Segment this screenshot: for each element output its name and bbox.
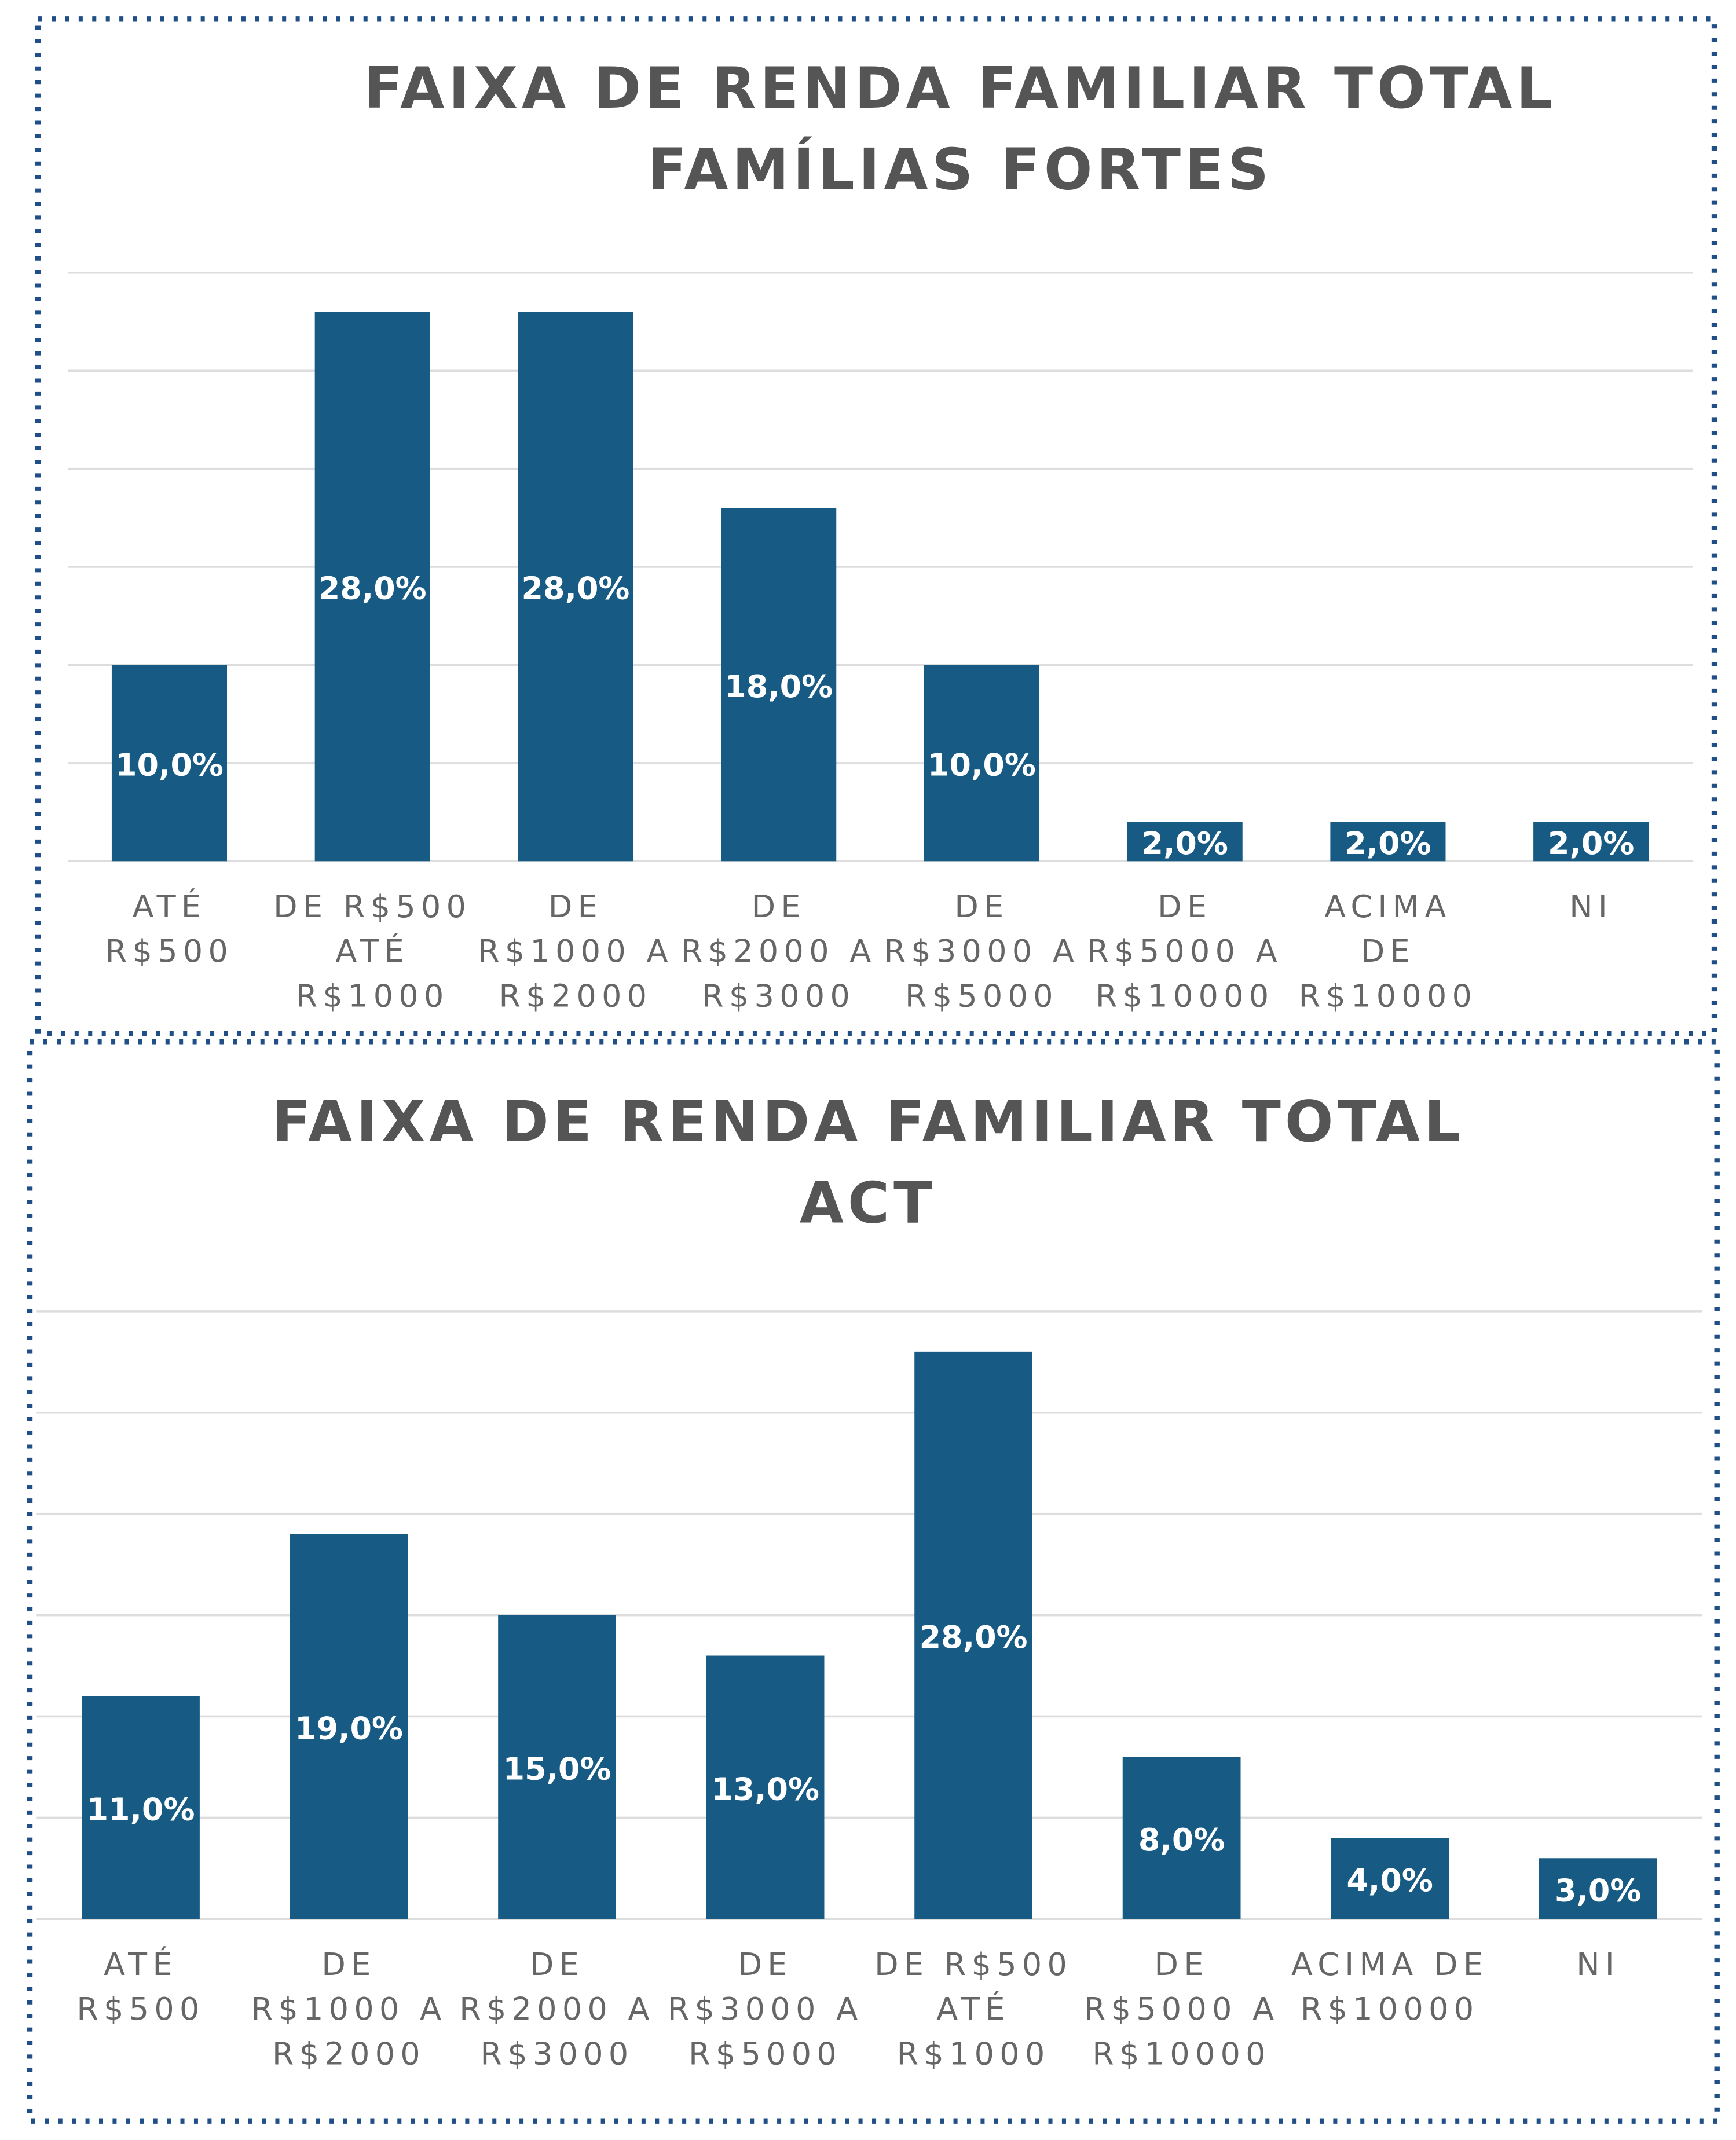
- bar: [1122, 1757, 1241, 1919]
- x-tick-label: DE: [738, 1946, 792, 1983]
- chart-title: FAIXA DE RENDA FAMILIAR TOTAL: [272, 1089, 1464, 1155]
- x-tick-label: DE: [1155, 1946, 1209, 1983]
- x-tick-label: DE: [954, 888, 1009, 925]
- x-tick-label: ACIMA: [1324, 888, 1452, 925]
- x-tick-label: R$10000: [1299, 978, 1478, 1014]
- x-tick-label: ATÉ: [104, 1946, 178, 1983]
- x-tick-label: R$10000: [1096, 978, 1274, 1014]
- chart-title: FAIXA DE RENDA FAMILIAR TOTAL: [364, 56, 1556, 122]
- panel-frame: [35, 16, 1717, 1036]
- bar: [1539, 1858, 1657, 1919]
- bar: [498, 1615, 616, 1919]
- x-tick-label: R$5000: [688, 2035, 842, 2072]
- x-tick-label: R$3000: [702, 978, 855, 1014]
- data-label: 13,0%: [711, 1771, 819, 1808]
- x-tick-label: R$500: [76, 1991, 204, 2027]
- bar: [721, 508, 837, 862]
- bar: [706, 1655, 825, 1919]
- data-label: 28,0%: [920, 1619, 1028, 1655]
- x-tick-label: NI: [1569, 888, 1613, 925]
- x-tick-label: DE: [752, 888, 806, 925]
- bar: [111, 665, 228, 862]
- x-tick-label: DE: [548, 888, 603, 925]
- x-tick-label: R$1000: [296, 978, 449, 1014]
- bar: [1330, 822, 1446, 862]
- data-label: 11,0%: [87, 1791, 195, 1828]
- x-tick-label: R$5000: [905, 978, 1059, 1014]
- x-tick-label: R$1000 A: [478, 933, 673, 969]
- x-tick-label: DE: [1361, 933, 1415, 969]
- x-tick-label: R$2000 A: [681, 933, 877, 969]
- data-label: 2,0%: [1345, 825, 1431, 862]
- data-label: 19,0%: [295, 1710, 403, 1747]
- x-tick-label: R$3000 A: [884, 933, 1080, 969]
- x-tick-label: ATÉ: [936, 1991, 1010, 2027]
- data-label: 4,0%: [1346, 1862, 1433, 1899]
- data-label: 2,0%: [1141, 825, 1228, 862]
- x-tick-label: R$10000: [1092, 2035, 1271, 2072]
- data-label: 2,0%: [1548, 825, 1634, 862]
- chart-subtitle: FAMÍLIAS FORTES: [647, 137, 1273, 203]
- chart-subtitle: ACT: [800, 1170, 936, 1236]
- data-label: 3,0%: [1555, 1872, 1641, 1908]
- data-label: 28,0%: [522, 570, 630, 607]
- x-tick-label: R$2000 A: [459, 1991, 655, 2027]
- x-tick-label: R$1000 A: [251, 1991, 447, 2027]
- data-label: 8,0%: [1138, 1822, 1225, 1858]
- bar: [1127, 822, 1243, 862]
- bar: [290, 1534, 408, 1919]
- x-tick-label: R$3000: [481, 2035, 634, 2072]
- bar: [924, 665, 1039, 862]
- panel-frame: [27, 1039, 1720, 2124]
- bar: [518, 312, 633, 862]
- bar: [1533, 822, 1649, 862]
- x-tick-label: R$500: [105, 933, 233, 969]
- x-tick-label: ATÉ: [133, 888, 207, 925]
- x-tick-label: R$2000: [272, 2035, 426, 2072]
- x-tick-label: ACIMA DE: [1291, 1946, 1488, 1983]
- data-label: 18,0%: [724, 668, 833, 705]
- x-tick-label: R$5000 A: [1087, 933, 1283, 969]
- bar: [82, 1696, 200, 1919]
- data-label: 28,0%: [318, 570, 427, 607]
- x-tick-label: DE R$500: [273, 888, 471, 925]
- x-tick-label: DE R$500: [874, 1946, 1072, 1983]
- x-tick-label: R$10000: [1301, 1991, 1479, 2027]
- bar: [314, 312, 430, 862]
- data-label: 10,0%: [115, 747, 224, 783]
- x-tick-label: NI: [1576, 1946, 1620, 1983]
- x-tick-label: R$2000: [499, 978, 652, 1014]
- bar: [1331, 1838, 1449, 1919]
- x-tick-label: DE: [530, 1946, 584, 1983]
- data-label: 10,0%: [928, 747, 1036, 783]
- x-tick-label: R$3000 A: [668, 1991, 863, 2027]
- x-tick-label: DE: [321, 1946, 376, 1983]
- x-tick-label: ATÉ: [335, 933, 409, 969]
- x-tick-label: R$5000 A: [1084, 1991, 1280, 2027]
- data-label: 15,0%: [503, 1751, 611, 1787]
- x-tick-label: DE: [1158, 888, 1212, 925]
- x-tick-label: R$1000: [897, 2035, 1050, 2072]
- bar: [914, 1351, 1032, 1919]
